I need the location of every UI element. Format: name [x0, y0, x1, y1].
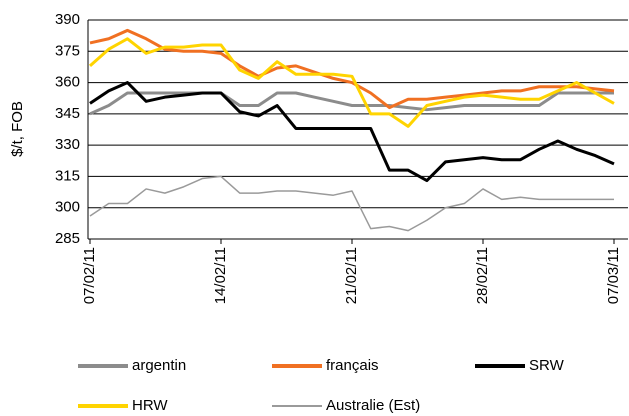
y-tick-label: 300 — [55, 199, 80, 216]
legend-label: argentin — [132, 357, 186, 374]
legend-label: français — [326, 357, 379, 374]
x-tick-label: 07/02/11 — [81, 247, 98, 304]
legend-label: SRW — [529, 357, 565, 374]
y-tick-label: 315 — [55, 167, 80, 184]
legend-label: Australie (Est) — [326, 397, 420, 414]
x-tick-label: 21/02/11 — [343, 247, 360, 304]
series-line — [89, 91, 614, 116]
series-line — [89, 37, 615, 128]
series-line — [89, 28, 615, 110]
x-tick-label: 07/03/11 — [605, 247, 622, 304]
series-line — [89, 175, 614, 232]
x-tick-label: 14/02/11 — [212, 247, 229, 304]
y-tick-label: 360 — [55, 74, 80, 91]
y-tick-label: 345 — [55, 105, 80, 122]
y-axis-label: $/t, FOB — [9, 101, 26, 157]
series-line — [89, 81, 615, 183]
x-tick-label: 28/02/11 — [474, 247, 491, 304]
y-tick-label: 390 — [55, 11, 80, 28]
y-tick-label: 330 — [55, 136, 80, 153]
legend-label: HRW — [132, 397, 168, 414]
y-tick-label: 285 — [55, 230, 80, 247]
y-tick-label: 375 — [55, 42, 80, 59]
